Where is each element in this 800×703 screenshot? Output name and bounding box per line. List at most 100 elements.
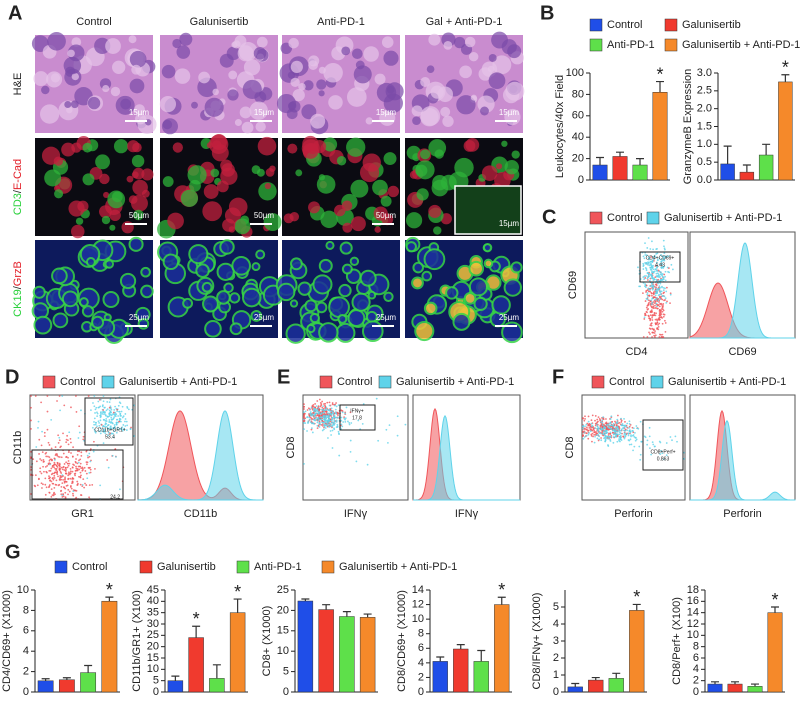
event-dot (60, 466, 63, 469)
event-dot (651, 301, 654, 304)
event-dot (64, 476, 66, 479)
y-tick-label: 20 (277, 604, 289, 616)
tissue (308, 201, 321, 214)
event-dot (122, 415, 125, 418)
event-dot (651, 240, 653, 243)
event-dot (656, 266, 659, 268)
event-dot (60, 486, 63, 488)
event-dot (628, 439, 631, 442)
tissue (468, 260, 485, 277)
legend-swatch (589, 211, 603, 225)
tissue (227, 89, 239, 101)
event-dot (48, 469, 51, 472)
event-dot (643, 257, 646, 260)
event-dot (647, 261, 649, 264)
tissue (87, 96, 101, 110)
event-dot (55, 483, 58, 486)
event-dot (331, 402, 334, 404)
event-dot (326, 416, 329, 419)
event-dot (665, 454, 668, 457)
event-dot (628, 427, 630, 429)
tissue (99, 205, 112, 219)
event-dot (660, 293, 662, 295)
error-bar (711, 681, 719, 685)
event-dot (329, 430, 332, 432)
event-dot (646, 277, 649, 280)
event-dot (118, 417, 121, 420)
event-dot (366, 463, 369, 466)
event-dot (115, 431, 118, 434)
event-dot (664, 331, 667, 333)
tissue (189, 179, 201, 192)
event-dot (79, 483, 82, 486)
tissue (172, 38, 182, 49)
event-dot (88, 484, 91, 487)
event-dot (56, 453, 58, 456)
event-dot (621, 424, 624, 427)
event-dot (317, 416, 320, 419)
event-dot (64, 491, 67, 494)
event-dot (634, 431, 636, 434)
event-dot (631, 426, 634, 429)
tissue (350, 216, 366, 232)
y-tick-label: 16 (687, 595, 699, 607)
tissue (71, 37, 82, 47)
event-dot (58, 465, 61, 468)
event-dot (612, 436, 615, 438)
event-dot (76, 453, 79, 456)
error-bar (41, 678, 50, 681)
event-dot (658, 322, 661, 325)
event-dot (73, 473, 76, 475)
event-dot (642, 336, 645, 338)
event-dot (633, 435, 636, 438)
event-dot (642, 268, 645, 270)
event-dot (600, 437, 602, 439)
event-dot (321, 429, 324, 432)
tissue (127, 140, 140, 153)
x-axis-label: GR1 (71, 508, 94, 520)
tissue (179, 32, 193, 46)
event-dot (654, 322, 657, 325)
legend-label: Anti-PD-1 (254, 561, 302, 573)
tissue (162, 119, 173, 130)
gate-value: 24.2 (110, 494, 120, 500)
event-dot (658, 295, 661, 298)
y-tick-label: 1.5 (697, 120, 712, 132)
event-dot (70, 441, 72, 444)
tissue (131, 154, 145, 168)
event-dot (312, 405, 315, 408)
y-tick-label: 8 (693, 641, 699, 653)
event-dot (33, 484, 36, 487)
x-axis-label: CD11b (184, 508, 217, 520)
event-dot (318, 421, 321, 424)
tissue (420, 106, 441, 126)
tissue (221, 163, 235, 177)
tissue (295, 169, 303, 177)
event-dot (662, 276, 665, 279)
tissue (204, 97, 224, 117)
tissue (339, 241, 353, 255)
event-dot (44, 477, 47, 480)
event-dot (652, 271, 655, 274)
event-dot (41, 451, 44, 454)
event-dot (669, 302, 671, 305)
event-dot (662, 309, 665, 312)
bar (209, 678, 225, 693)
event-dot (605, 432, 608, 434)
event-dot (119, 488, 121, 491)
event-dot (344, 412, 346, 415)
event-dot (69, 486, 72, 488)
event-dot (111, 454, 114, 457)
event-dot (612, 431, 614, 434)
event-dot (65, 480, 68, 483)
tissue (140, 284, 154, 299)
event-dot (67, 488, 70, 491)
event-dot (125, 429, 128, 431)
event-dot (68, 462, 71, 465)
event-dot (67, 439, 69, 442)
event-dot (626, 422, 629, 425)
event-dot (133, 404, 135, 407)
event-dot (334, 416, 337, 419)
y-axis-label: CD8/IFNγ+ (X1000) (531, 593, 543, 690)
tissue (336, 156, 347, 166)
